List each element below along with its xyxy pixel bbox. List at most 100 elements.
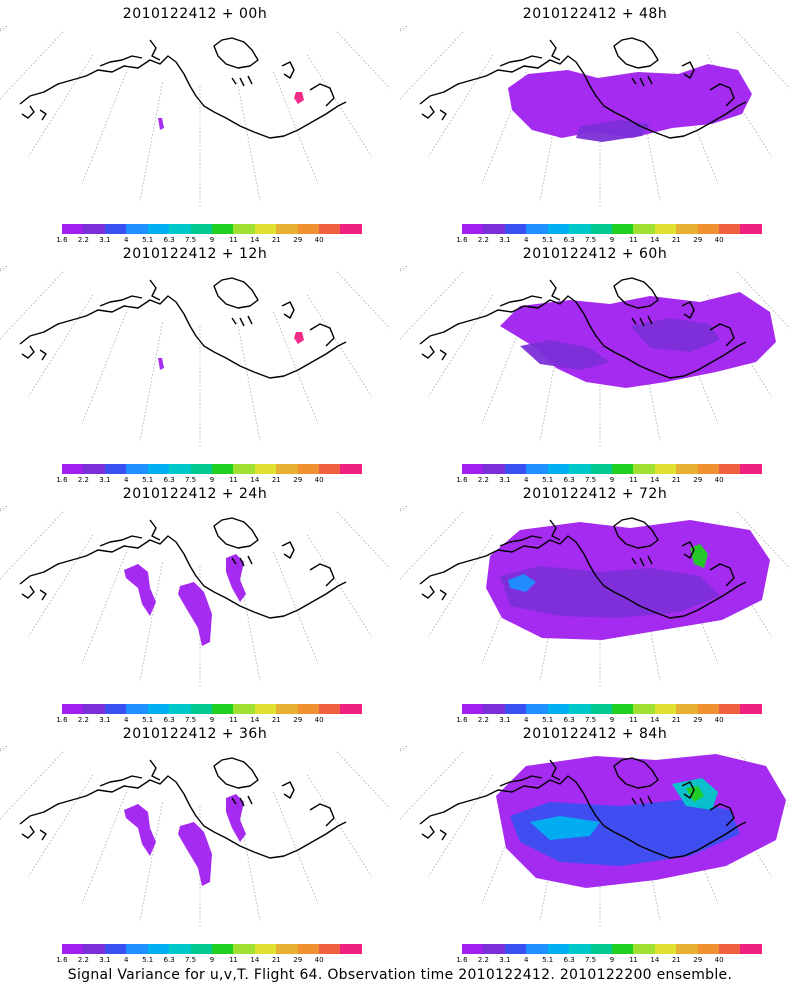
colorbar-tick-label: 3.1 (499, 956, 511, 964)
colorbar-swatch (569, 944, 591, 954)
colorbar-tick-label: 7.5 (584, 476, 597, 484)
variance-region (508, 64, 752, 138)
coastline (149, 39, 161, 61)
colorbar-tick-label: 40 (714, 476, 724, 484)
variance-region (226, 554, 246, 602)
colorbar-swatch (483, 464, 505, 474)
coastline (213, 517, 259, 549)
coastline (419, 535, 747, 619)
meridian-gridline (0, 751, 64, 820)
meridian-gridline (0, 266, 8, 272)
meridian-gridline (336, 511, 390, 569)
meridian-gridline (481, 311, 527, 424)
coastline (709, 803, 735, 827)
colorbar-tick-label: 3.1 (499, 236, 511, 244)
coastline (419, 55, 747, 139)
colorbar-swatch (590, 704, 612, 714)
colorbar-swatch (276, 464, 298, 474)
meridian-gridline (400, 511, 464, 580)
latitude-gridline (400, 266, 404, 271)
colorbar-tick-label: 9 (209, 236, 215, 244)
colorbar-tick-label: 40 (314, 476, 324, 484)
colorbar-swatch (654, 224, 677, 234)
colorbar-tick-label: 29 (693, 956, 703, 964)
variance-region (630, 318, 720, 352)
coastline (549, 519, 561, 541)
meridian-gridline (237, 322, 261, 441)
colorbar-tick-label: 21 (271, 716, 281, 724)
coastline (99, 295, 143, 307)
colorbar-labels: 1.6 2.2 3.1 4 5.1 6.3 7.5 9 11 14 21 29 40 (56, 236, 362, 246)
meridian-gridline (637, 82, 661, 201)
colorbar-tick-label: 1.6 (56, 476, 68, 484)
colorbar-swatch (319, 944, 341, 954)
colorbar-swatch (276, 704, 298, 714)
colorbar (62, 944, 362, 954)
colorbar-swatch (211, 944, 234, 954)
colorbar-tick-label: 40 (314, 956, 324, 964)
latitude-gridline (0, 746, 390, 788)
meridian-gridline (428, 774, 494, 877)
colorbar-swatch (254, 944, 277, 954)
colorbar-tick-label: 6.3 (563, 236, 575, 244)
colorbar-swatch (104, 224, 127, 234)
colorbar-swatch (697, 224, 720, 234)
latitude-gridline (0, 746, 390, 771)
colorbar-tick-label: 3.1 (99, 716, 111, 724)
coastline (149, 279, 161, 301)
colorbar-tick-label: 29 (693, 476, 703, 484)
colorbar-tick-label: 9 (609, 476, 615, 484)
colorbar-tick-label: 5.1 (142, 956, 154, 964)
coastline (99, 55, 143, 67)
latitude-gridline (0, 746, 4, 751)
coastline (309, 83, 335, 107)
colorbar-tick-label: 4 (124, 956, 129, 964)
coastline (39, 349, 47, 361)
meridian-gridline (139, 802, 163, 921)
coastline (231, 555, 253, 567)
colorbar-swatch (190, 704, 212, 714)
colorbar-tick-label: 40 (714, 236, 724, 244)
variance-region (686, 786, 704, 802)
colorbar-tick-label: 4 (124, 716, 129, 724)
colorbar-swatch (104, 464, 127, 474)
colorbar-tick-label: 3.1 (99, 236, 111, 244)
latitude-gridline (0, 266, 4, 271)
latitude-gridline (400, 506, 404, 511)
colorbar-swatch (297, 224, 320, 234)
meridian-gridline (81, 71, 127, 184)
colorbar-tick-label: 7.5 (184, 716, 197, 724)
colorbar-tick-label: 5.1 (142, 236, 154, 244)
colorbar-swatch (169, 464, 191, 474)
map-plot (400, 506, 790, 686)
map-plot (0, 506, 390, 686)
colorbar-tick-label: 21 (671, 956, 681, 964)
colorbar-swatch (504, 464, 527, 474)
colorbar-swatch (104, 704, 127, 714)
colorbar-swatch (676, 464, 698, 474)
colorbar-swatch (62, 944, 84, 954)
coastline (631, 75, 653, 87)
colorbar-swatch (740, 944, 762, 954)
colorbar-tick-label: 11 (628, 716, 638, 724)
colorbar-tick-label: 7.5 (584, 716, 597, 724)
map-panel: 2010122412 + 72h 1.6 2.2 3.1 4 5.1 6.3 7.5 9 11 14… (400, 480, 790, 730)
colorbar-tick-label: 5.1 (142, 476, 154, 484)
coastline (231, 315, 253, 327)
meridian-gridline (400, 31, 464, 100)
coastline (709, 563, 735, 587)
panel-title: 2010122412 + 12h (122, 246, 268, 262)
colorbar-tick-label: 11 (228, 956, 238, 964)
coastline (613, 757, 659, 789)
colorbar-swatch (483, 224, 505, 234)
coastline (149, 519, 161, 541)
colorbar-swatch (83, 464, 105, 474)
coastline (421, 345, 435, 359)
colorbar-swatch (340, 464, 362, 474)
colorbar-tick-label: 3.1 (499, 476, 511, 484)
colorbar-tick-label: 5.1 (542, 716, 554, 724)
colorbar-tick-label: 40 (314, 236, 324, 244)
colorbar-labels: 1.6 2.2 3.1 4 5.1 6.3 7.5 9 11 14 21 29 40 (456, 716, 762, 726)
latitude-gridline (0, 506, 390, 531)
colorbar-swatch (740, 704, 762, 714)
